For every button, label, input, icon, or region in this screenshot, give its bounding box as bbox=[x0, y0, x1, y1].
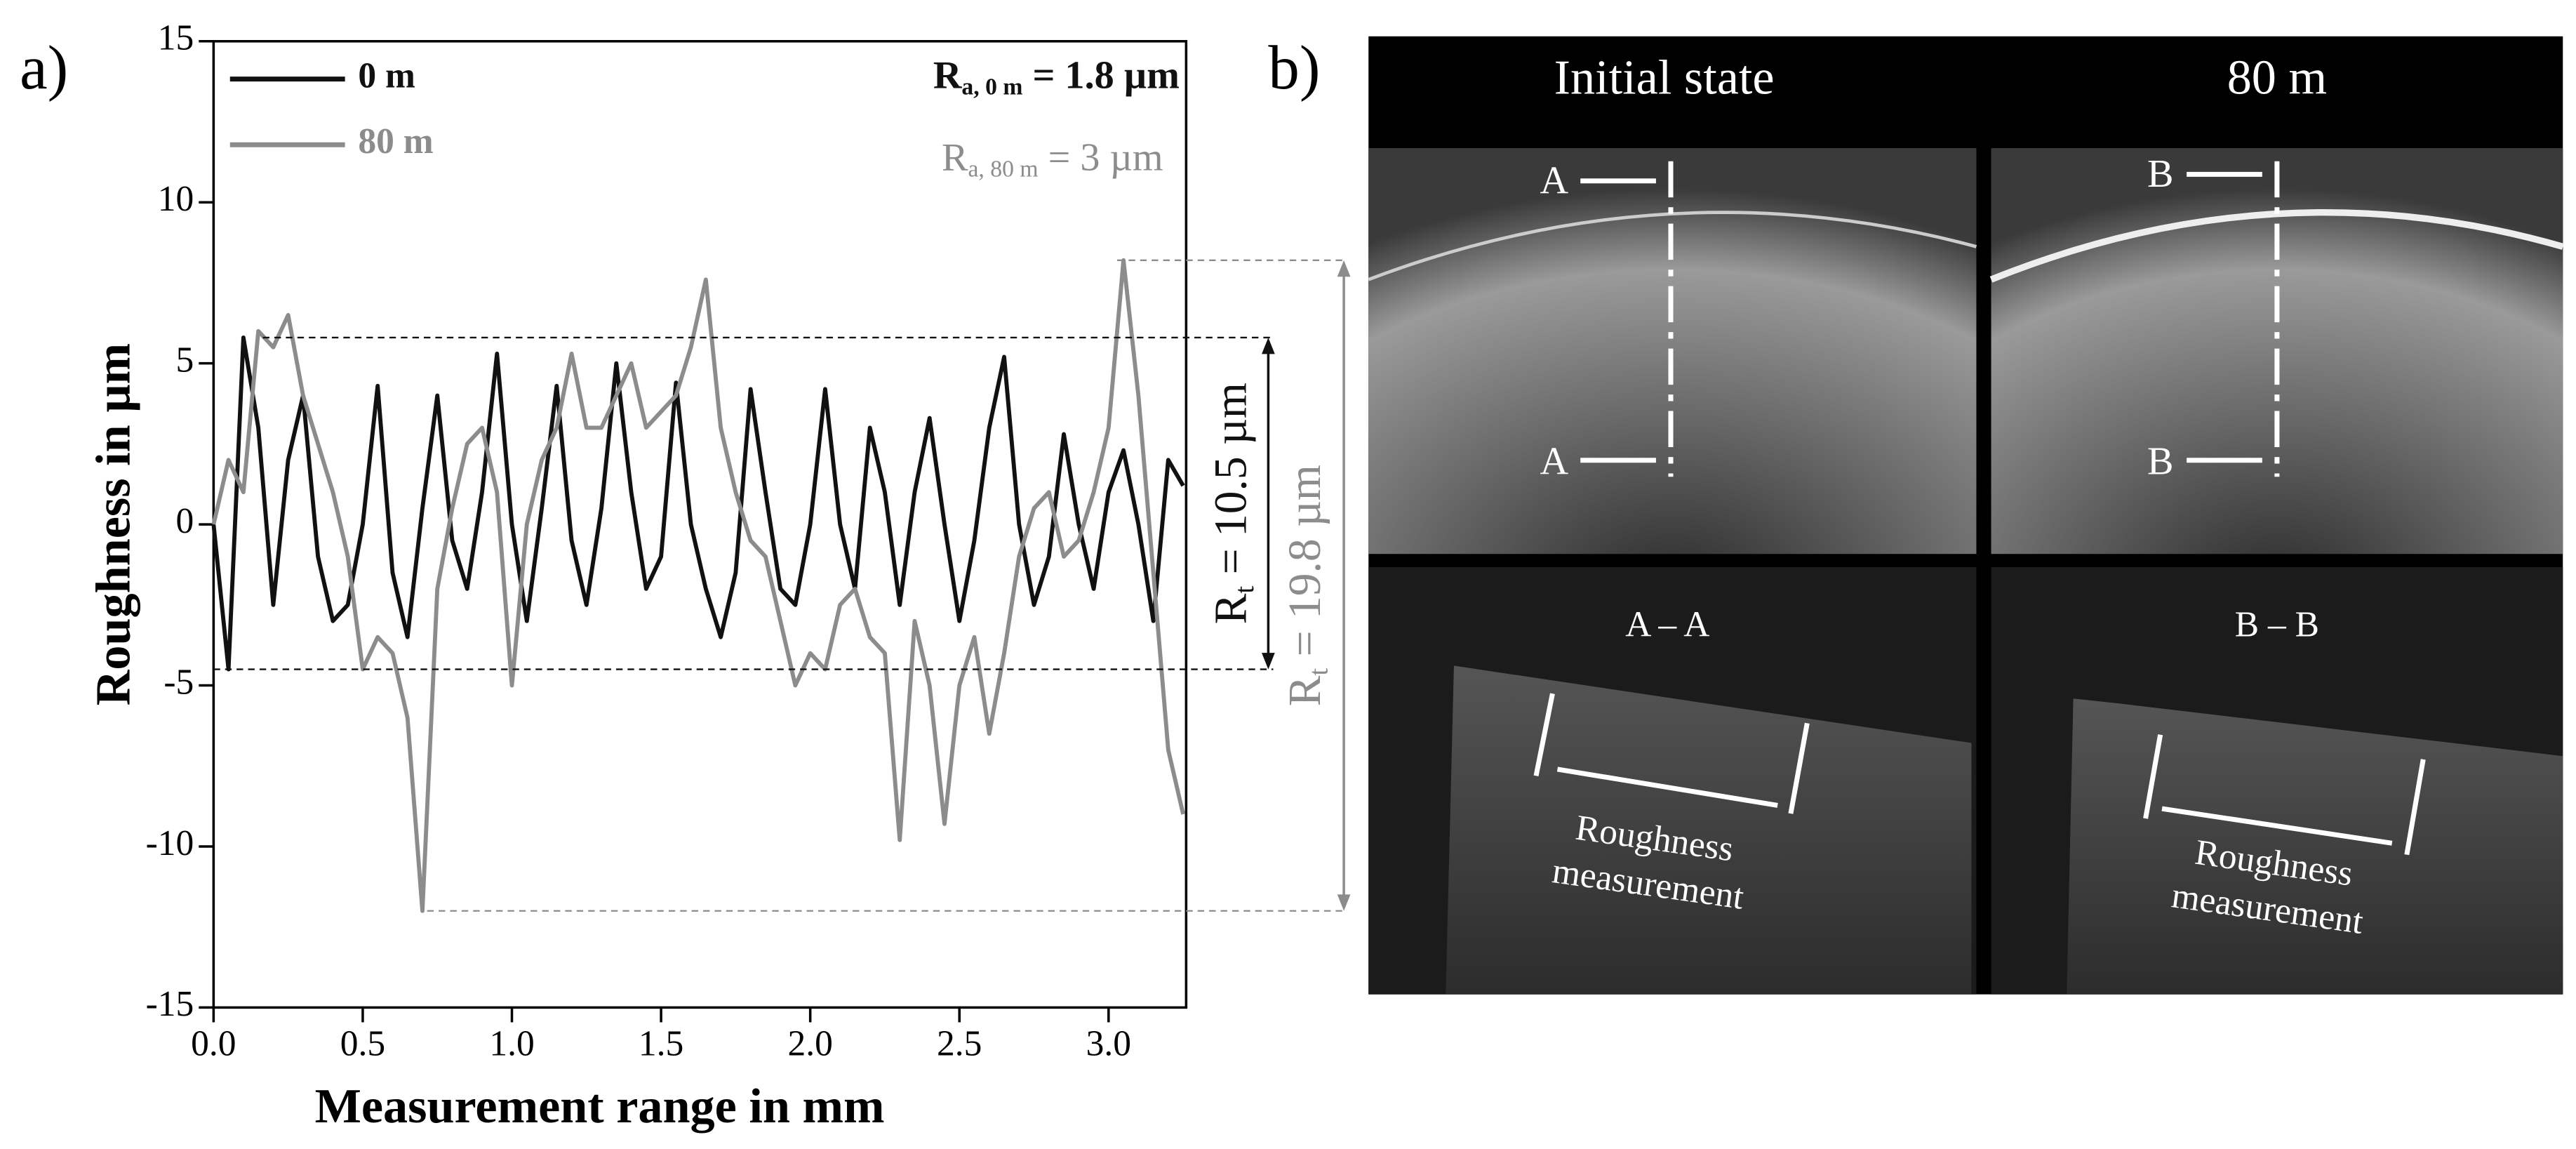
y-tick-label: -10 bbox=[146, 823, 194, 863]
legend-label: 80 m bbox=[358, 121, 433, 161]
section-marker: B bbox=[2147, 440, 2173, 484]
section bbox=[2067, 698, 2563, 995]
section-marker: A bbox=[1540, 440, 1568, 484]
x-axis-label: Measurement range in mm bbox=[315, 1079, 885, 1134]
section bbox=[1446, 665, 1972, 995]
x-tick-label: 0.5 bbox=[340, 1023, 385, 1063]
section-title: A – A bbox=[1625, 604, 1709, 644]
annotation-symbol: R bbox=[933, 54, 963, 98]
section-marker: B bbox=[2147, 152, 2173, 196]
line-series bbox=[211, 258, 1185, 913]
y-axis-label: Roughness in µm bbox=[86, 343, 141, 706]
y-tick-label: -5 bbox=[163, 662, 194, 702]
plot-frame bbox=[212, 40, 1188, 1009]
annotation: Rt = 10.5 µm bbox=[1206, 383, 1260, 624]
photo-header: 80 m bbox=[2227, 50, 2327, 105]
y-tick-label: 0 bbox=[176, 501, 194, 541]
annotation-text: = 19.8 µm bbox=[1280, 465, 1330, 668]
photo-panel bbox=[1368, 36, 2564, 995]
annotation-text: = 10.5 µm bbox=[1206, 383, 1257, 586]
legend-label: 0 m bbox=[358, 55, 415, 95]
arrow-head bbox=[1262, 653, 1275, 670]
y-tick-label: 5 bbox=[176, 340, 194, 380]
annotation-subscript: t bbox=[1302, 668, 1333, 676]
annotation-subscript: a, 0 m bbox=[961, 74, 1022, 100]
plot: -15 -10 -5 0 5 10 15 0.0 0.5 1.0 1.5 2.0 2.5 3.0 0 m 80… bbox=[146, 18, 1351, 1063]
x-tick-label: 2.5 bbox=[937, 1023, 982, 1063]
arrow-head bbox=[1262, 337, 1275, 354]
marker-lines bbox=[1533, 161, 2426, 856]
annotation-symbol: R bbox=[1280, 675, 1330, 706]
photo-header: Initial state bbox=[1554, 50, 1775, 105]
annotation-symbol: R bbox=[1206, 593, 1257, 624]
annotation-symbol: R bbox=[942, 136, 968, 180]
annotation: Rt = 19.8 µm bbox=[1280, 465, 1333, 706]
y-tick-label: 15 bbox=[158, 18, 194, 58]
y-tick-label: 10 bbox=[158, 179, 194, 219]
arrow-head bbox=[1337, 894, 1351, 911]
panel-label: a) bbox=[20, 34, 68, 102]
x-tick-label: 0.0 bbox=[191, 1023, 236, 1063]
section-marker: A bbox=[1540, 159, 1568, 202]
annotation-text: = 3 µm bbox=[1039, 136, 1163, 180]
annotation-subscript: t bbox=[1229, 586, 1260, 594]
arrow-head bbox=[1337, 260, 1351, 277]
annotation: Ra, 80 m = 3 µm bbox=[942, 136, 1163, 182]
section-title: B – B bbox=[2235, 604, 2319, 644]
line-series bbox=[211, 336, 1185, 672]
x-tick-label: 2.0 bbox=[787, 1023, 832, 1063]
x-tick-label: 1.5 bbox=[639, 1023, 683, 1063]
annotation: Ra, 0 m = 1.8 µm bbox=[933, 54, 1180, 100]
annotation-text: = 1.8 µm bbox=[1022, 54, 1180, 98]
x-tick-label: 1.0 bbox=[489, 1023, 534, 1063]
panel-label: b) bbox=[1268, 34, 1320, 102]
annotation-subscript: a, 80 m bbox=[968, 156, 1038, 182]
y-tick-label: -15 bbox=[146, 984, 194, 1024]
x-tick-label: 3.0 bbox=[1086, 1023, 1131, 1063]
